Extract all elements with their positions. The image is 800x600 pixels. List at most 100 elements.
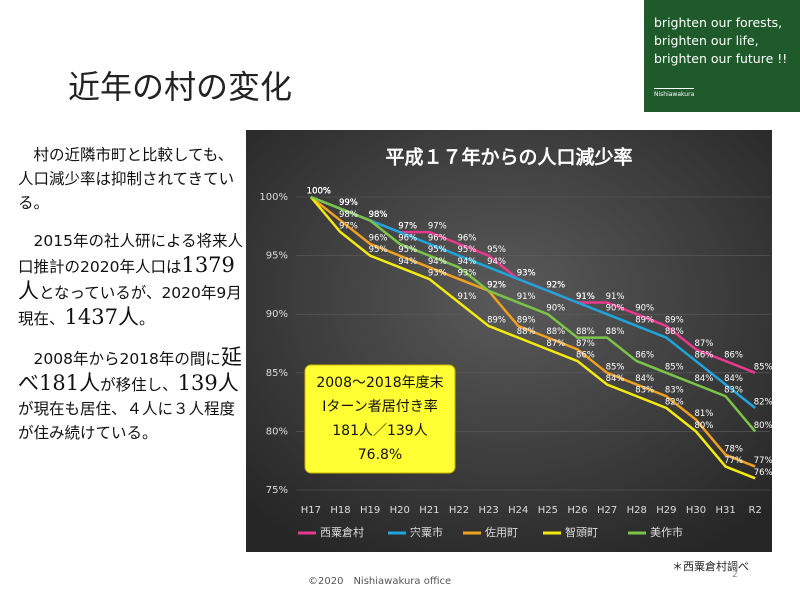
x-tick-label: H20 — [390, 505, 410, 516]
x-tick-label: H24 — [508, 505, 528, 516]
text: が現在も居住、４人に３人程度が住み続けている。 — [18, 400, 236, 442]
data-label: 98% — [369, 210, 388, 220]
data-label: 100% — [307, 187, 331, 197]
x-tick-label: H29 — [656, 505, 676, 516]
brand-box: brighten our forests, brighten our life,… — [644, 0, 800, 112]
data-label: 97% — [428, 222, 447, 232]
y-tick-label: 90% — [266, 309, 288, 320]
data-label: 100% — [307, 187, 331, 197]
data-label: 86% — [576, 351, 595, 361]
data-label: 87% — [576, 339, 595, 349]
data-label: 92% — [546, 280, 565, 290]
data-label: 89% — [665, 315, 684, 325]
data-label: 91% — [457, 292, 476, 302]
data-label: 90% — [606, 304, 625, 314]
data-label: 84% — [724, 374, 743, 384]
text: となっているが、2020年9月現在、 — [18, 284, 242, 328]
x-tick-label: H26 — [567, 505, 587, 516]
data-label: 97% — [339, 222, 358, 232]
data-label: 95% — [398, 245, 417, 255]
data-label: 88% — [576, 327, 595, 337]
text: 。 — [138, 310, 155, 328]
data-label: 99% — [339, 198, 358, 208]
data-label: 84% — [606, 374, 625, 384]
x-tick-label: H28 — [627, 505, 647, 516]
data-label: 100% — [307, 187, 331, 197]
x-tick-label: H30 — [686, 505, 706, 516]
data-label: 93% — [517, 269, 536, 279]
data-label: 88% — [546, 327, 565, 337]
data-label: 94% — [398, 257, 417, 267]
x-tick-label: H21 — [419, 505, 439, 516]
text: 村の近隣市町と比較しても、人口減少率は抑制されてきている。 — [18, 146, 235, 212]
annotation-text: 76.8% — [358, 447, 402, 463]
data-label: 88% — [606, 327, 625, 337]
data-label: 92% — [487, 280, 506, 290]
x-tick-label: H19 — [360, 505, 380, 516]
data-label: 91% — [576, 292, 595, 302]
data-label: 91% — [606, 292, 625, 302]
paragraph: 2008年から2018年の間に延べ181人が移住し、139人が現在も居住、４人に… — [18, 345, 244, 445]
footer: ©2020 Nishiawakura office — [308, 576, 452, 587]
x-tick-label: H23 — [478, 505, 498, 516]
data-label: 89% — [517, 315, 536, 325]
data-label: 99% — [339, 198, 358, 208]
data-label: 89% — [635, 315, 654, 325]
body-text: 村の近隣市町と比較しても、人口減少率は抑制されてきている。 2015年の社人研に… — [18, 143, 244, 459]
data-label: 80% — [754, 421, 773, 431]
data-label: 95% — [369, 245, 388, 255]
data-label: 93% — [428, 269, 447, 279]
data-label: 98% — [369, 210, 388, 220]
x-tick-label: H31 — [715, 505, 735, 516]
annotation-box — [304, 364, 456, 474]
data-label: 77% — [754, 456, 773, 466]
data-label: 91% — [576, 292, 595, 302]
x-tick-label: H22 — [449, 505, 469, 516]
paragraph: 2015年の社人研による将来人口推計の2020年人口は1379人となっているが、… — [18, 229, 244, 331]
x-tick-label: H25 — [538, 505, 558, 516]
data-label: 98% — [369, 210, 388, 220]
x-tick-label: R2 — [749, 505, 762, 516]
data-label: 77% — [724, 456, 743, 466]
page-number: 2 — [732, 570, 738, 580]
highlight: 139人 — [177, 371, 239, 395]
data-label: 87% — [546, 339, 565, 349]
data-label: 99% — [339, 198, 358, 208]
data-label: 85% — [606, 362, 625, 372]
y-tick-label: 85% — [266, 368, 288, 379]
y-tick-label: 95% — [266, 251, 288, 262]
data-label: 91% — [517, 292, 536, 302]
data-label: 83% — [665, 386, 684, 396]
data-label: 82% — [754, 397, 773, 407]
data-label: 81% — [694, 409, 713, 419]
data-label: 93% — [457, 269, 476, 279]
data-label: 90% — [635, 304, 654, 314]
data-label: 88% — [517, 327, 536, 337]
legend-label: 智頭町 — [565, 525, 598, 539]
data-label: 96% — [369, 233, 388, 243]
highlight: 1437人 — [64, 305, 139, 329]
data-label: 90% — [546, 304, 565, 314]
data-label: 96% — [457, 233, 476, 243]
y-tick-label: 100% — [259, 192, 288, 203]
text: 2008年から2018年の間に — [33, 350, 221, 368]
brand-line: brighten our forests, — [654, 15, 783, 30]
data-label: 83% — [635, 386, 654, 396]
highlight: 延べ181人 — [18, 345, 242, 395]
data-label: 85% — [665, 362, 684, 372]
x-tick-label: H17 — [301, 505, 321, 516]
data-label: 88% — [665, 327, 684, 337]
data-label: 92% — [487, 280, 506, 290]
slide-title: 近年の村の変化 — [68, 68, 293, 106]
x-tick-label: H18 — [330, 505, 350, 516]
series-line — [310, 195, 756, 409]
paragraph: 村の近隣市町と比較しても、人口減少率は抑制されてきている。 — [18, 143, 244, 215]
x-tick-label: H27 — [597, 505, 617, 516]
data-label: 94% — [428, 257, 447, 267]
data-label: 78% — [724, 444, 743, 454]
legend-label: 宍粟市 — [410, 525, 443, 539]
data-label: 86% — [724, 351, 743, 361]
annotation-text: 181人／139人 — [332, 423, 427, 439]
annotation-text: 2008～2018年度末 — [316, 375, 443, 391]
